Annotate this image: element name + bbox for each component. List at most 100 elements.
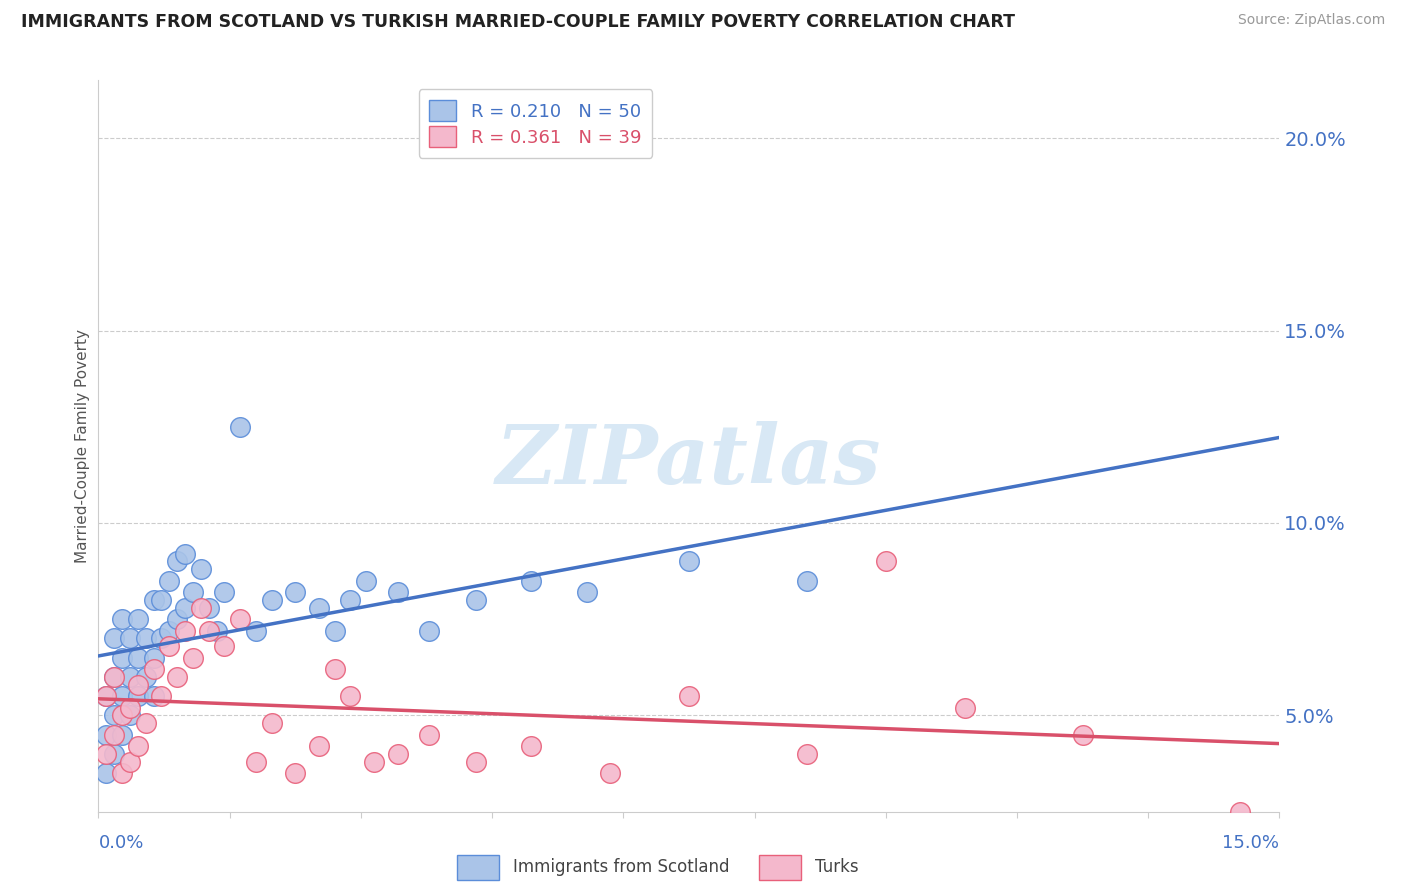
Point bbox=[465, 593, 488, 607]
Legend: R = 0.210   N = 50, R = 0.361   N = 39: R = 0.210 N = 50, R = 0.361 N = 39 bbox=[419, 89, 652, 158]
Point bbox=[135, 632, 157, 646]
Point bbox=[339, 593, 361, 607]
Point bbox=[111, 766, 134, 780]
Text: Source: ZipAtlas.com: Source: ZipAtlas.com bbox=[1237, 13, 1385, 28]
Point bbox=[127, 650, 149, 665]
Point bbox=[260, 593, 283, 607]
Text: Turks: Turks bbox=[815, 858, 859, 877]
Point bbox=[575, 585, 598, 599]
Point bbox=[245, 624, 267, 638]
Point bbox=[111, 612, 134, 626]
Point bbox=[197, 624, 219, 638]
Point bbox=[96, 690, 118, 704]
Point bbox=[150, 593, 173, 607]
Point bbox=[96, 690, 118, 704]
Point bbox=[308, 600, 330, 615]
Point bbox=[111, 708, 134, 723]
Point bbox=[520, 739, 543, 754]
Point bbox=[796, 747, 818, 761]
Point bbox=[796, 574, 818, 588]
Point bbox=[214, 639, 236, 653]
Point bbox=[142, 593, 165, 607]
Point bbox=[103, 670, 125, 684]
Point bbox=[166, 670, 188, 684]
Point bbox=[387, 585, 409, 599]
Point bbox=[96, 747, 118, 761]
Point bbox=[96, 766, 118, 780]
Point bbox=[875, 554, 897, 568]
Point bbox=[111, 690, 134, 704]
Point bbox=[678, 554, 700, 568]
Point bbox=[157, 639, 180, 653]
Point bbox=[229, 612, 252, 626]
Text: Immigrants from Scotland: Immigrants from Scotland bbox=[513, 858, 730, 877]
Point bbox=[418, 728, 440, 742]
Point bbox=[150, 690, 173, 704]
Point bbox=[127, 739, 149, 754]
Point bbox=[135, 716, 157, 731]
Point bbox=[465, 755, 488, 769]
Point bbox=[190, 562, 212, 576]
Point bbox=[205, 624, 228, 638]
Point bbox=[142, 690, 165, 704]
Point bbox=[103, 632, 125, 646]
Text: IMMIGRANTS FROM SCOTLAND VS TURKISH MARRIED-COUPLE FAMILY POVERTY CORRELATION CH: IMMIGRANTS FROM SCOTLAND VS TURKISH MARR… bbox=[21, 13, 1015, 31]
Point bbox=[284, 766, 307, 780]
Text: 15.0%: 15.0% bbox=[1222, 834, 1279, 852]
Point bbox=[418, 624, 440, 638]
Point bbox=[245, 755, 267, 769]
Point bbox=[181, 650, 204, 665]
Point bbox=[323, 662, 346, 676]
Bar bbox=[457, 855, 499, 880]
Point bbox=[142, 650, 165, 665]
Point bbox=[127, 690, 149, 704]
Point bbox=[339, 690, 361, 704]
Point bbox=[953, 700, 976, 714]
Point bbox=[214, 585, 236, 599]
Point bbox=[323, 624, 346, 638]
Point bbox=[118, 708, 141, 723]
Y-axis label: Married-Couple Family Poverty: Married-Couple Family Poverty bbox=[75, 329, 90, 563]
Point bbox=[142, 662, 165, 676]
Point bbox=[229, 419, 252, 434]
Point bbox=[284, 585, 307, 599]
Point bbox=[166, 612, 188, 626]
Point bbox=[174, 600, 197, 615]
Point bbox=[118, 755, 141, 769]
Point bbox=[103, 747, 125, 761]
Point bbox=[599, 766, 621, 780]
Point bbox=[135, 670, 157, 684]
Point bbox=[174, 624, 197, 638]
Point bbox=[111, 728, 134, 742]
Point bbox=[363, 755, 385, 769]
Point bbox=[678, 690, 700, 704]
Point bbox=[166, 554, 188, 568]
Point bbox=[174, 547, 197, 561]
Text: 0.0%: 0.0% bbox=[98, 834, 143, 852]
Text: ZIPatlas: ZIPatlas bbox=[496, 421, 882, 500]
Point bbox=[1071, 728, 1094, 742]
Point bbox=[1229, 805, 1251, 819]
Point bbox=[118, 700, 141, 714]
Point bbox=[103, 708, 125, 723]
Point bbox=[111, 650, 134, 665]
Point bbox=[103, 670, 125, 684]
Point bbox=[197, 600, 219, 615]
Point bbox=[520, 574, 543, 588]
Bar bbox=[759, 855, 801, 880]
Point bbox=[127, 612, 149, 626]
Point bbox=[157, 574, 180, 588]
Point bbox=[103, 728, 125, 742]
Point bbox=[96, 728, 118, 742]
Point bbox=[150, 632, 173, 646]
Point bbox=[127, 678, 149, 692]
Point bbox=[308, 739, 330, 754]
Point bbox=[260, 716, 283, 731]
Point bbox=[181, 585, 204, 599]
Point bbox=[354, 574, 377, 588]
Point bbox=[118, 632, 141, 646]
Point bbox=[118, 670, 141, 684]
Point bbox=[157, 624, 180, 638]
Point bbox=[190, 600, 212, 615]
Point bbox=[387, 747, 409, 761]
